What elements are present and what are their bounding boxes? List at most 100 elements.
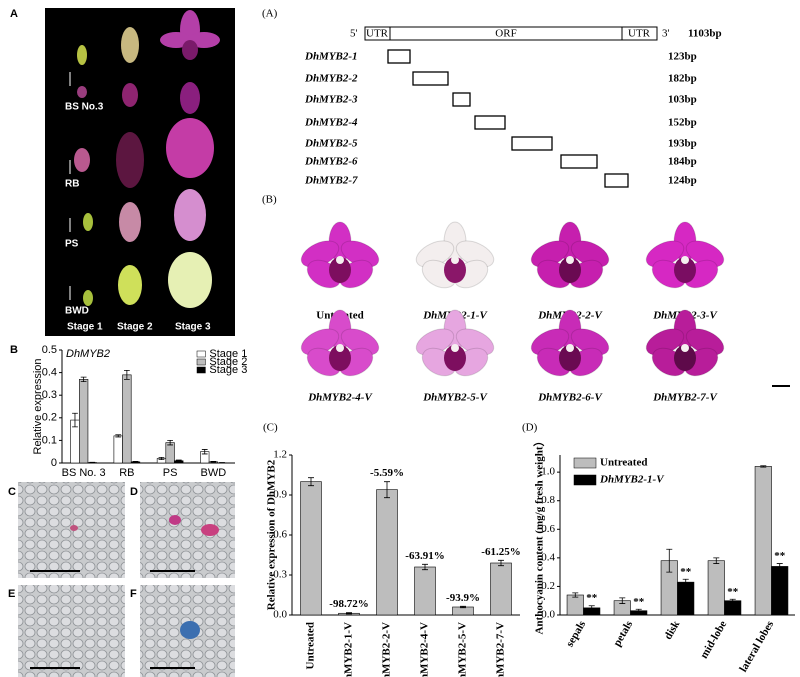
bud [83,213,93,231]
error-bar [729,598,736,603]
flower-stage3 [160,10,220,60]
error-bar [619,597,626,604]
length: 1103bp [688,28,722,40]
bar [707,560,725,616]
petal [168,252,212,308]
flower-label: DhMYB2-6-V [537,392,603,404]
y-tick-label: 0.8 [541,494,555,506]
x-tick-label: petals [611,618,636,648]
bud [121,27,139,63]
column [566,256,574,264]
lip [559,257,581,283]
x-tick-label: Untreated [305,622,317,669]
x-tick-label: BWD [201,467,227,479]
column [336,344,344,352]
construct-map: (A) 5' UTR ORF UTR 3' 1103bp [262,8,722,41]
error-bar [498,559,504,567]
legend-label: Untreated [600,457,647,469]
fragment-box [560,154,598,169]
stage-label: Stage 2 [117,322,153,333]
panel-label: F [130,588,137,600]
panel-label: (D) [522,422,538,434]
bar [677,581,695,616]
stain-spot [70,525,78,531]
fragment-name: DhMYB2-7 [304,175,358,187]
error-bar [210,461,217,463]
x-tick-label: sepals [564,618,589,649]
legend-swatch [196,350,206,358]
utr-label: UTR [628,28,651,40]
error-bar [635,608,642,613]
y-axis-label: Relative expression [32,359,44,455]
fragment-box [511,136,553,151]
petal [119,202,141,242]
lip [674,345,696,371]
x-tick-label: DhMYB2-1-V [343,622,355,677]
bar [566,594,584,616]
panel-label: A [10,8,18,20]
lip [444,257,466,283]
y-tick-label: 0.1 [42,434,57,446]
bar [724,600,742,616]
petal [116,132,144,188]
lip [329,257,351,283]
x-tick-label: BS No. 3 [62,467,106,479]
y-tick-label: 0.3 [273,569,287,581]
stage-label: Stage 1 [67,322,103,333]
y-tick-label: 0.6 [273,529,287,541]
fragment-box [412,71,449,86]
legend-swatch [573,474,597,486]
orf-label: ORF [495,28,516,40]
utr-label: UTR [366,28,389,40]
error-bar [682,578,689,586]
lip [559,345,581,371]
y-tick-label: 1.2 [273,449,287,461]
flower-label: DhMYB2-4-V [307,392,373,404]
three-prime: 3' [662,28,670,40]
fragment-size: 184bp [668,156,697,168]
petal [118,265,142,305]
x-tick-label: DhMYB2-7-V [495,622,507,677]
flower [415,309,495,377]
bar [300,481,322,616]
bud [77,86,87,98]
legend-label: Stage 3 [209,364,247,376]
annotation: -93.9% [446,592,480,604]
y-tick-label: 0.0 [541,609,555,621]
error-bar [175,459,182,462]
bud [122,83,138,107]
petal [166,118,214,178]
x-tick-label: lateral lobes [737,618,776,674]
lip [329,345,351,371]
annotation: -61.25% [481,546,520,558]
bar [414,566,436,616]
bud [83,290,93,306]
column [681,256,689,264]
y-tick-label: 0.3 [42,389,57,401]
micrographs: C D E F [8,482,235,677]
flower [415,221,495,289]
x-tick-label: disk [662,618,683,642]
panel-label: E [8,588,15,600]
gus-spot [180,621,200,639]
fragment-size: 182bp [668,73,697,85]
error-bar [666,548,673,573]
panel-label: C [8,486,16,498]
fragment-size: 124bp [668,175,697,187]
panel-label: B [10,344,18,356]
x-tick-label: PS [163,467,178,479]
error-bar [572,592,579,598]
bar [754,466,772,616]
y-tick-label: 0 [51,457,57,469]
fragment-name: DhMYB2-2 [304,73,358,85]
bar [452,606,474,616]
row-label: BWD [65,306,89,317]
error-bar [158,456,165,461]
row-label: PS [65,239,79,250]
flower-label: DhMYB2-7-V [652,392,718,404]
significance: ** [680,566,692,578]
micrograph [18,585,125,677]
panel-label: (B) [262,194,277,206]
five-prime: 5' [350,28,358,40]
bar [113,435,123,464]
